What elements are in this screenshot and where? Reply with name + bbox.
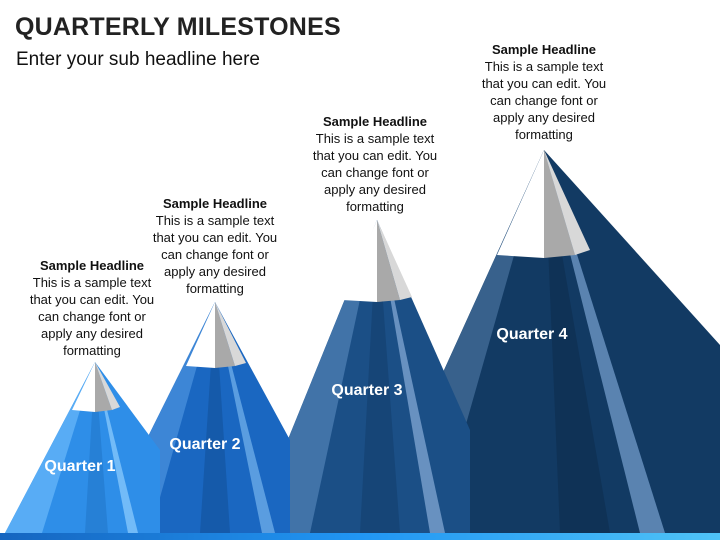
peak-4-tip-left (497, 150, 544, 258)
milestone-3-text-line: apply any desired (324, 182, 426, 197)
peak-2-tip-right (215, 302, 246, 366)
peak-3-shade-mid (360, 220, 400, 533)
milestone-4-text-line: apply any desired (493, 110, 595, 125)
milestone-4-text-line: can change font or (490, 93, 598, 108)
milestone-1-text-line: that you can edit. You (29, 292, 155, 307)
milestone-3-headline: Sample Headline (322, 114, 428, 129)
milestone-4-headline: Sample Headline (491, 42, 597, 57)
milestone-4-text-line: formatting (515, 127, 573, 142)
milestone-1-peak (5, 362, 160, 533)
milestone-1-callout: Sample Headline This is a sample text th… (22, 257, 162, 359)
peak-3-tip-left (342, 220, 377, 302)
quarter-4-label: Quarter 4 (496, 326, 568, 343)
peak-2-shade-mid (200, 302, 230, 533)
milestone-2-text-line: apply any desired (164, 264, 266, 279)
milestone-3-text-line: formatting (346, 199, 404, 214)
page-subtitle: Enter your sub headline here (16, 49, 260, 70)
milestone-3-text-line: that you can edit. You (312, 148, 438, 163)
peak-2-tip-left (186, 302, 215, 368)
milestone-1-text-line: formatting (63, 343, 121, 358)
quarter-2-label: Quarter 2 (169, 436, 241, 453)
milestone-4-text-line: that you can edit. You (481, 76, 607, 91)
peak-1-tip-right (95, 362, 120, 410)
quarter-1-label: Quarter 1 (44, 458, 116, 475)
milestone-3-text-line: can change font or (321, 165, 429, 180)
milestone-3-callout: Sample Headline This is a sample text th… (305, 113, 445, 215)
peak-1-tip-mid (95, 362, 112, 412)
milestone-1-text-line: This is a sample text (32, 275, 152, 290)
page-title: QUARTERLY MILESTONES (15, 13, 341, 41)
milestone-1-headline: Sample Headline (39, 258, 145, 273)
milestone-1-text-line: apply any desired (41, 326, 143, 341)
peak-2-tip-mid (215, 302, 235, 368)
bottom-bar (0, 533, 720, 540)
peak-1-tip-left (72, 362, 95, 412)
milestone-4-callout: Sample Headline This is a sample text th… (474, 41, 614, 143)
milestone-2-text-line: This is a sample text (155, 213, 275, 228)
peak-3-tip-mid (377, 220, 400, 302)
milestone-2-callout: Sample Headline This is a sample text th… (145, 195, 285, 297)
milestone-2-text-line: formatting (186, 281, 244, 296)
peak-3-tip-right (377, 220, 412, 300)
milestone-3-text-line: This is a sample text (315, 131, 435, 146)
peak-4-tip-mid (544, 150, 575, 258)
peak-1-shade-left (5, 362, 95, 533)
quarter-3-label: Quarter 3 (331, 382, 403, 399)
milestone-4-text-line: This is a sample text (484, 59, 604, 74)
milestone-1-text-line: can change font or (38, 309, 146, 324)
peak-4-tip-right (544, 150, 590, 255)
milestone-2-text-line: that you can edit. You (152, 230, 278, 245)
milestone-2-text-line: can change font or (161, 247, 269, 262)
peak-1-shade-mid (85, 362, 108, 533)
milestone-2-headline: Sample Headline (162, 196, 268, 211)
